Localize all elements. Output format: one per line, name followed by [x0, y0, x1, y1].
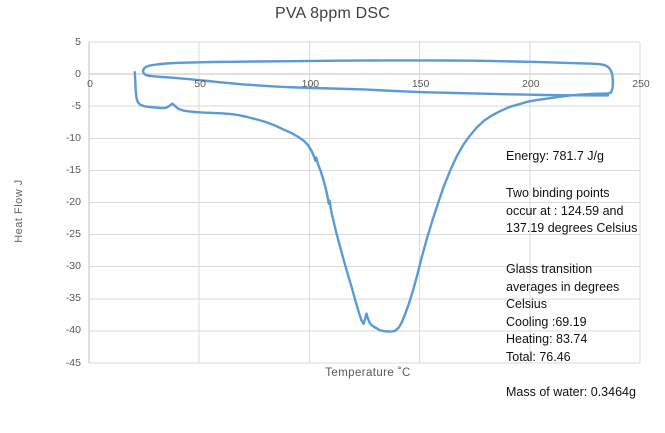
y-tick-label: -10	[65, 131, 81, 144]
x-tick-label: 150	[411, 78, 430, 91]
y-tick-label: -35	[65, 292, 81, 305]
y-tick-label: 5	[75, 35, 81, 48]
y-tick-label: -25	[65, 228, 81, 241]
y-tick-label: -30	[65, 260, 81, 273]
y-tick-label: -40	[65, 324, 81, 337]
y-tick-label: 0	[75, 67, 81, 80]
y-tick-label: -5	[71, 99, 81, 112]
annotation-glass-line3: Celsius	[506, 297, 547, 312]
annotation-mass-of-water: Mass of water: 0.3464g	[506, 384, 636, 402]
annotation-energy: Energy: 781.7 J/g	[506, 148, 604, 166]
y-tick-label: -15	[65, 163, 81, 176]
annotation-glass-transition: Glass transition averages in degrees Cel…	[506, 261, 619, 367]
y-tick-label: -20	[65, 196, 81, 208]
x-tick-label: 50	[194, 78, 207, 91]
x-tick-label: 100	[301, 78, 320, 91]
x-tick-label: 250	[632, 78, 650, 91]
dsc-curve	[133, 59, 615, 333]
annotation-energy-line: Energy: 781.7 J/g	[506, 149, 604, 163]
annotation-glass-line2: averages in degrees	[506, 279, 620, 294]
annotation-binding-line1: Two binding points	[506, 186, 610, 200]
x-axis-title: Temperature ˚C	[325, 367, 411, 379]
annotation-mass-line: Mass of water: 0.3464g	[506, 385, 636, 399]
y-tick-label: -45	[65, 356, 81, 369]
x-tick-label: 200	[522, 78, 540, 91]
y-axis-title: Heat Flow J	[13, 179, 25, 243]
annotation-binding-line2: occur at : 124.59 and	[506, 203, 624, 218]
chart-title: PVA 8ppm DSC	[274, 5, 391, 22]
annotation-binding-points: Two binding points occur at : 124.59 and…	[506, 185, 637, 238]
annotation-glass-line1: Glass transition	[506, 262, 593, 276]
annotation-glass-line6: Total: 76.46	[506, 349, 571, 364]
x-tick-label: 0	[87, 78, 93, 91]
annotation-glass-line4: Cooling :69.19	[506, 314, 587, 329]
annotation-glass-line5: Heating: 83.74	[506, 332, 588, 347]
annotation-binding-line3: 137.19 degrees Celsius	[506, 221, 638, 236]
